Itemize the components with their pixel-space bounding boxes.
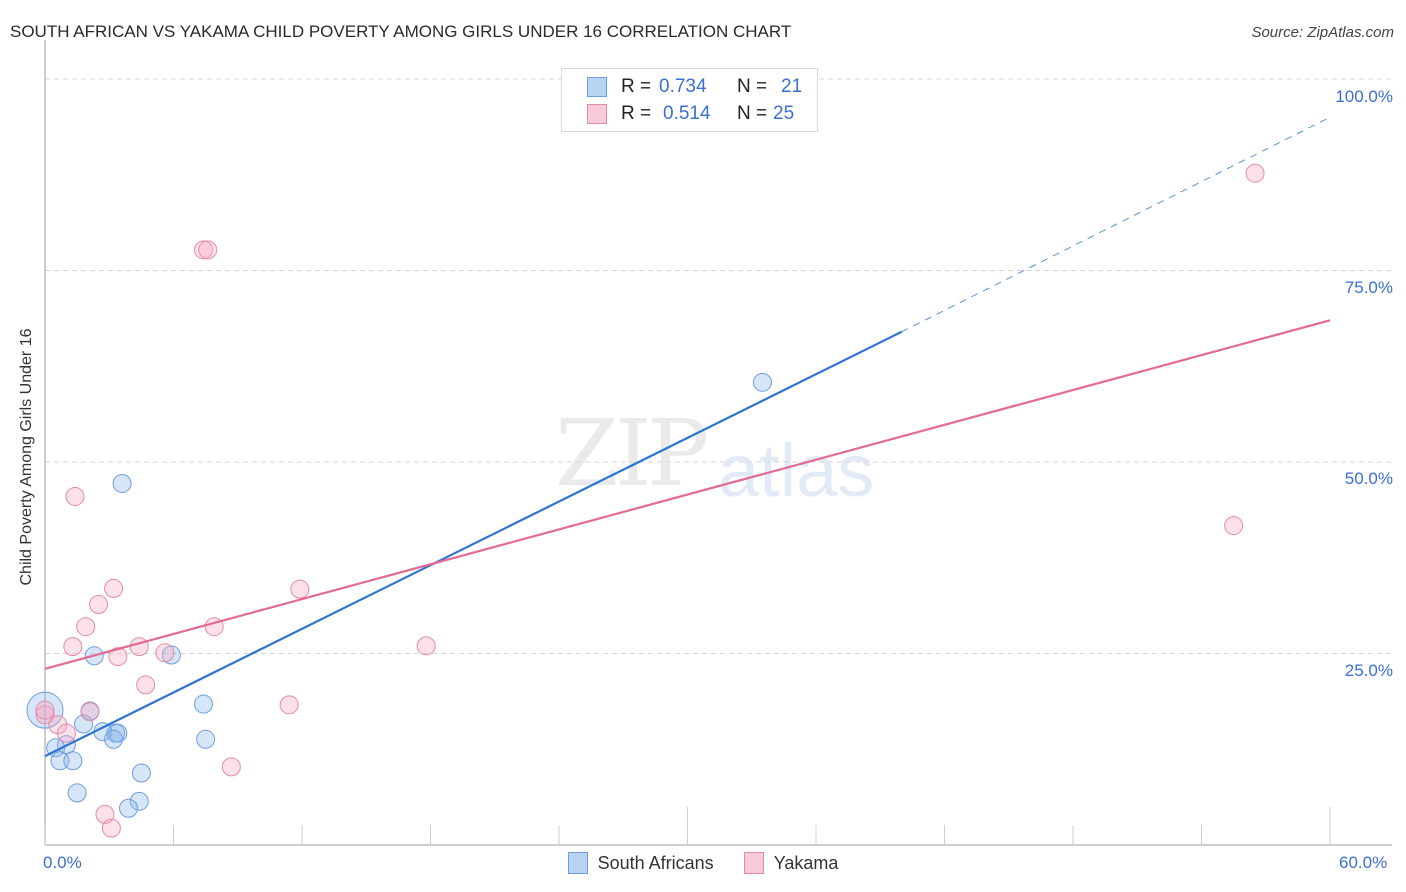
yakama-point xyxy=(290,579,310,599)
blue-swatch-icon xyxy=(567,852,588,874)
south-africans-point xyxy=(104,729,124,749)
legend-item-yakama[interactable]: Yakama xyxy=(743,852,839,874)
n-value: 25 xyxy=(773,103,795,124)
x-tick-60: 60.0% xyxy=(1339,853,1388,872)
series-legend: South Africans Yakama xyxy=(0,852,1406,874)
source-label: Source: ZipAtlas.com xyxy=(1251,24,1394,41)
yakama-point xyxy=(1224,516,1244,536)
yakama-point xyxy=(193,240,213,260)
yakama-point xyxy=(63,637,83,657)
watermark-zip: ZIP xyxy=(555,400,709,507)
legend-row-south-africans: R = 0.734 N = 21 xyxy=(587,76,802,98)
south-africans-point xyxy=(131,763,151,783)
y-tick-100: 100.0% xyxy=(1335,87,1393,106)
r-label: R = xyxy=(621,103,652,124)
yakama-point xyxy=(155,643,175,663)
south-africans-trendline xyxy=(44,330,903,758)
south-africans-point xyxy=(752,372,772,392)
south-africans-trendline-extension xyxy=(901,116,1331,333)
legend-row-yakama: R = 0.514 N = 25 xyxy=(587,103,794,125)
south-africans-point xyxy=(196,729,216,749)
n-label: N = xyxy=(737,76,768,97)
n-value: 21 xyxy=(781,76,803,97)
yakama-point xyxy=(65,486,85,506)
yakama-point xyxy=(56,723,76,743)
yakama-point xyxy=(76,617,96,637)
r-value: 0.514 xyxy=(663,103,711,124)
yakama-point xyxy=(136,675,156,695)
chart-title: SOUTH AFRICAN VS YAKAMA CHILD POVERTY AM… xyxy=(10,22,792,41)
legend-item-south-africans[interactable]: South Africans xyxy=(567,852,714,874)
r-value: 0.734 xyxy=(659,76,707,97)
yakama-point xyxy=(279,695,299,715)
south-africans-point xyxy=(63,751,83,771)
yakama-point xyxy=(35,700,55,720)
south-africans-point xyxy=(193,694,213,714)
y-tick-25: 25.0% xyxy=(1344,661,1393,680)
pink-swatch-icon xyxy=(587,104,607,124)
y-axis-label: Child Poverty Among Girls Under 16 xyxy=(18,328,35,586)
south-africans-point xyxy=(112,473,132,493)
yakama-point xyxy=(108,647,128,667)
legend-label: Yakama xyxy=(773,852,839,873)
y-tick-50: 50.0% xyxy=(1344,469,1393,488)
correlation-legend: R = 0.734 N = 21 R = 0.514 N = 25 xyxy=(561,68,818,132)
yakama-point xyxy=(1245,163,1265,183)
yakama-point xyxy=(80,702,100,722)
blue-swatch-icon xyxy=(587,77,607,97)
south-africans-point xyxy=(129,791,149,811)
yakama-point xyxy=(35,705,55,725)
yakama-point xyxy=(89,594,109,614)
south-africans-point xyxy=(67,783,87,803)
south-africans-point xyxy=(74,714,94,734)
legend-label: South Africans xyxy=(597,852,714,873)
pink-swatch-icon xyxy=(743,852,764,874)
yakama-point xyxy=(198,240,218,260)
south-africans-point xyxy=(26,691,64,729)
x-tick-0: 0.0% xyxy=(43,853,82,872)
yakama-trendline xyxy=(44,319,1331,670)
y-tick-75: 75.0% xyxy=(1344,278,1393,297)
yakama-point xyxy=(104,578,124,598)
yakama-point xyxy=(416,636,436,656)
yakama-point xyxy=(221,757,241,777)
yakama-point xyxy=(129,637,149,657)
r-label: R = xyxy=(621,76,652,97)
yakama-point xyxy=(101,818,121,838)
south-africans-point xyxy=(119,798,139,818)
n-label: N = xyxy=(737,103,768,124)
watermark-atlas: atlas xyxy=(718,429,875,512)
